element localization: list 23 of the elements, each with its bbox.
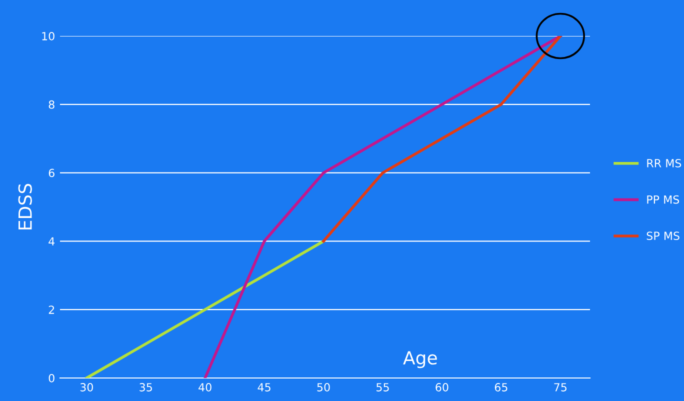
y-axis-title: EDSS [18, 184, 32, 230]
y-tick-label: 6 [48, 168, 54, 178]
y-tick-label: 4 [48, 237, 55, 246]
x-tick-label: 60 [436, 383, 448, 392]
line-series [322, 36, 562, 243]
line-series [204, 36, 562, 378]
y-tick-label: 8 [48, 100, 54, 109]
x-tick-label: 30 [80, 383, 93, 392]
y-tick-label: 2 [48, 306, 54, 314]
x-tick-label: 65 [494, 383, 508, 392]
x-tick-label: 45 [258, 383, 270, 392]
line-series [85, 240, 325, 378]
x-tick-label: 75 [554, 383, 566, 392]
legend-label: PP MS [647, 195, 680, 204]
x-tick-label: 50 [317, 383, 330, 392]
legend-label: SP MS [646, 232, 680, 240]
x-tick-label: 55 [376, 383, 389, 392]
x-tick-label: 40 [198, 383, 212, 392]
x-tick-label: 35 [140, 383, 152, 392]
y-tick-label: 10 [42, 32, 54, 40]
legend-label: RR MS [647, 159, 682, 168]
x-axis-title: Age [403, 351, 437, 368]
y-tick-label: 0 [48, 374, 54, 382]
